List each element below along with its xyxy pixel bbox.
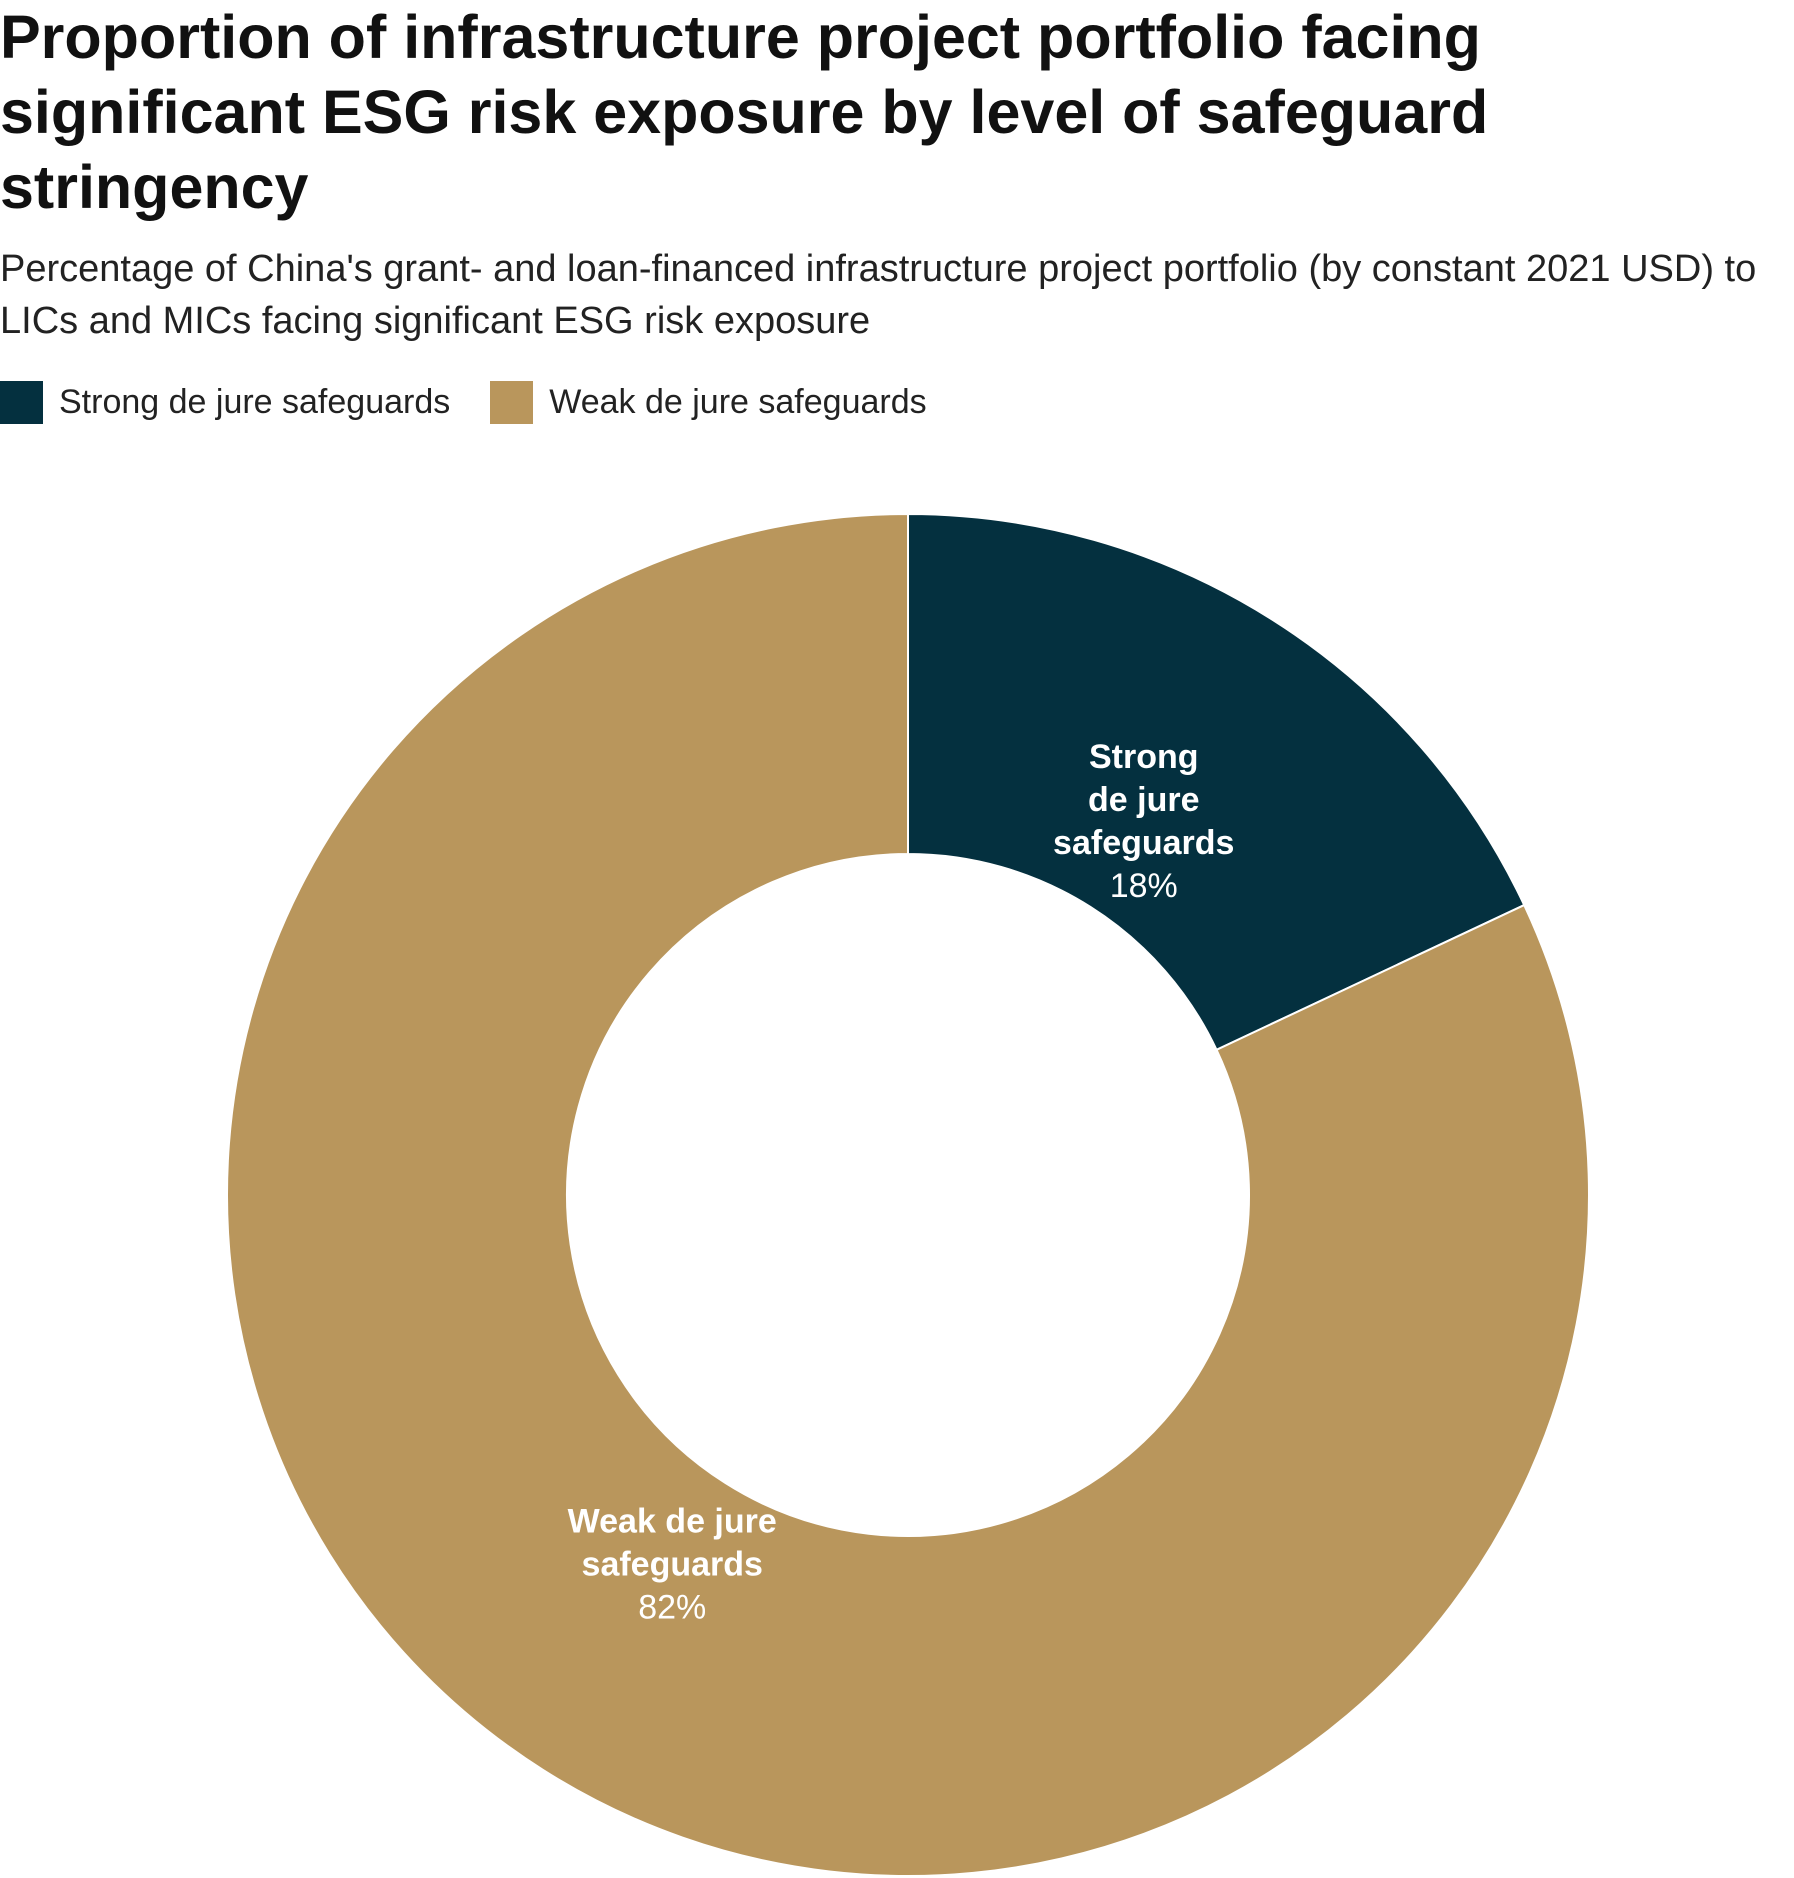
legend-item-weak: Weak de jure safeguards [490,380,927,424]
legend: Strong de jure safeguards Weak de jure s… [0,380,967,424]
legend-item-strong: Strong de jure safeguards [0,380,451,424]
slice-label-0-line-2: safeguards [1053,824,1234,862]
slice-value-label-0: 18% [1110,867,1178,905]
slice-label-1-line-0: Weak de jure [568,1502,777,1540]
chart-title: Proportion of infrastructure project por… [0,3,1489,221]
donut-slices [226,512,1590,1877]
legend-label-weak: Weak de jure safeguards [549,382,927,421]
donut-slice-0 [907,512,1526,1052]
donut-labels: Strong de jure safeguards 18% Weak de jure sa… [568,738,1235,1627]
slice-value-label-1: 82% [638,1588,706,1626]
slice-label-0-line-0: Strong [1089,738,1199,776]
slice-label-0-line-1: de jure [1088,781,1199,819]
legend-swatch-weak [490,380,534,424]
donut-slice-1 [226,512,1590,1877]
slice-label-1-line-1: safeguards [582,1545,763,1583]
legend-swatch-strong [0,380,43,424]
legend-label-strong: Strong de jure safeguards [59,382,451,421]
chart-subtitle: Percentage of China's grant- and loan-fi… [0,248,1757,342]
